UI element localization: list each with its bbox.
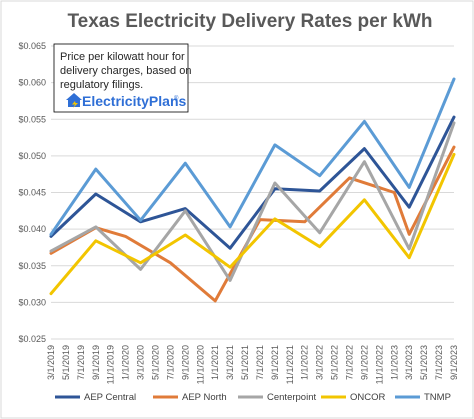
x-tick-label: 5/1/2023 — [419, 345, 429, 380]
legend-label: AEP North — [182, 392, 227, 403]
x-tick-label: 7/1/2022 — [345, 345, 355, 380]
x-tick-label: 9/1/2023 — [449, 345, 459, 380]
annotation-line-3: regulatory filings. — [60, 79, 143, 91]
legend-label: TNMP — [424, 392, 451, 403]
x-tick-label: 1/1/2021 — [210, 345, 220, 380]
y-tick-label: $0.025 — [18, 334, 46, 344]
annotation-box: Price per kilowatt hour for delivery cha… — [53, 43, 191, 113]
x-tick-label: 1/1/2020 — [121, 345, 131, 380]
x-tick-label: 7/1/2023 — [434, 345, 444, 380]
y-tick-label: $0.035 — [18, 261, 46, 271]
legend-label: AEP Central — [84, 392, 136, 403]
y-tick-label: $0.040 — [18, 224, 46, 234]
x-tick-label: 11/1/2022 — [374, 345, 384, 384]
x-tick-label: 11/1/2021 — [285, 345, 295, 384]
x-tick-label: 5/1/2020 — [150, 345, 160, 380]
x-tick-label: 3/1/2020 — [136, 345, 146, 380]
legend-label: Centerpoint — [267, 392, 316, 403]
x-tick-label: 7/1/2020 — [165, 345, 175, 380]
legend: AEP Central AEP North Centerpoint ONCOR TNMP — [55, 392, 451, 403]
x-tick-label: 9/1/2020 — [180, 345, 190, 380]
x-tick-label: 9/1/2019 — [91, 345, 101, 380]
y-tick-label: $0.050 — [18, 151, 46, 161]
x-tick-label: 9/1/2021 — [270, 345, 280, 380]
x-tick-label: 5/1/2021 — [240, 345, 250, 380]
x-tick-label: 7/1/2021 — [255, 345, 265, 380]
legend-label: ONCOR — [350, 392, 386, 403]
series-line-tnmp — [49, 77, 456, 236]
series-line-aep-north — [49, 145, 456, 303]
x-tick-label: 7/1/2019 — [76, 345, 86, 380]
brand-logo-text: ElectricityPlans — [82, 93, 186, 109]
x-tick-label: 5/1/2022 — [330, 345, 340, 380]
x-tick-label: 3/1/2019 — [46, 345, 56, 380]
x-tick-label: 5/1/2019 — [61, 345, 71, 380]
x-tick-label: 3/1/2022 — [315, 345, 325, 380]
series-line-oncor — [49, 152, 456, 296]
annotation-line-2: delivery charges, based on — [60, 65, 191, 77]
x-tick-label: 9/1/2022 — [359, 345, 369, 380]
x-tick-label: 1/1/2023 — [389, 345, 399, 380]
chart-title: Texas Electricity Delivery Rates per kWh — [67, 11, 432, 32]
y-tick-label: $0.045 — [18, 188, 46, 198]
annotation-line-1: Price per kilowatt hour for — [60, 51, 185, 63]
y-tick-label: $0.060 — [18, 78, 46, 88]
y-axis-ticks: $0.025 $0.030 $0.035 $0.040 $0.045 $0.050 $0.0… — [18, 41, 46, 344]
y-tick-label: $0.055 — [18, 114, 46, 124]
y-tick-label: $0.030 — [18, 297, 46, 307]
x-axis-ticks: 3/1/2019 5/1/2019 7/1/2019 9/1/2019 11/1/201… — [46, 345, 459, 384]
x-tick-label: 11/1/2019 — [106, 345, 116, 384]
series-line-aep-central — [49, 115, 456, 250]
series-lines — [49, 77, 456, 303]
x-tick-label: 3/1/2021 — [225, 345, 235, 380]
x-tick-label: 11/1/2020 — [195, 345, 205, 384]
x-tick-label: 1/1/2022 — [300, 345, 310, 380]
series-line-centerpoint — [49, 121, 456, 282]
y-tick-label: $0.065 — [18, 41, 46, 51]
x-tick-label: 3/1/2023 — [404, 345, 414, 380]
house-icon — [66, 93, 82, 108]
brand-registered-mark: ® — [174, 95, 179, 102]
